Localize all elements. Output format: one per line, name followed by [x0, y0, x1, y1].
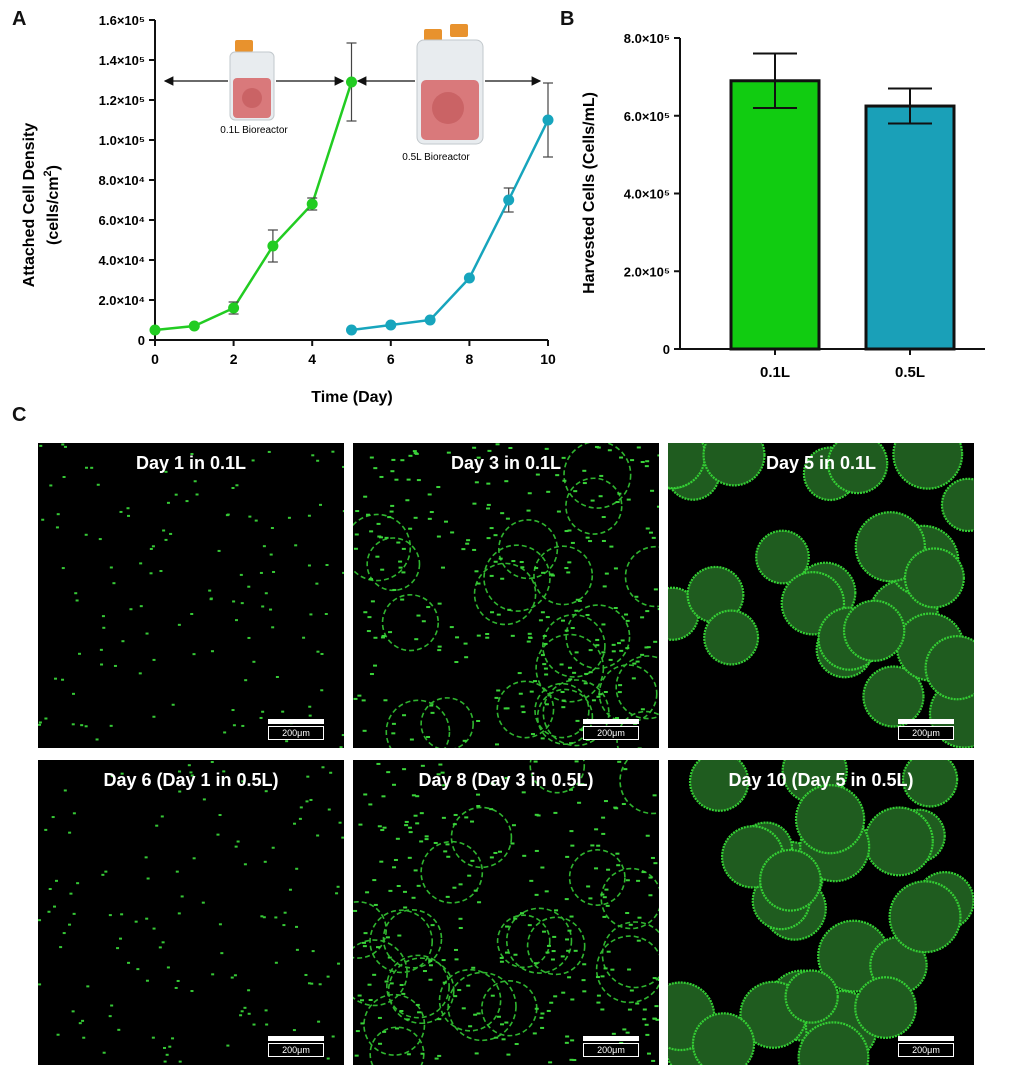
y-axis-units-base: (cells/cm — [45, 176, 62, 244]
data-point — [346, 324, 357, 336]
bioreactor-illustrations: 0.1L Bioreactor 0.5L Bioreactor — [163, 24, 542, 163]
x-tick-label: 0 — [151, 351, 159, 367]
panel-label-c: C — [12, 404, 27, 426]
micrograph-panel: Day 10 (Day 5 in 0.5L) 200μm — [668, 760, 974, 1065]
y-tick-label: 1.2×10⁵ — [99, 93, 145, 108]
bar-y-tick-label: 0 — [663, 342, 670, 357]
micrograph-texture — [668, 760, 974, 1065]
y-tick-label: 4.0×10⁴ — [98, 253, 145, 268]
scale-bar-label: 200μm — [268, 726, 324, 740]
micrograph-panel: Day 6 (Day 1 in 0.5L) 200μm — [38, 760, 344, 1065]
bar-0.5L — [864, 104, 956, 351]
data-point — [424, 314, 436, 326]
scale-bar-line — [898, 1036, 954, 1041]
data-point — [306, 198, 318, 210]
y-axis-label-line1: Attached Cell Density — [21, 123, 38, 288]
micrograph-caption: Day 8 (Day 3 in 0.5L) — [418, 770, 594, 790]
bar-y-tick-label: 2.0×10⁵ — [624, 264, 670, 279]
scale-bar: 200μm — [268, 1036, 324, 1057]
bar-category-label: 0.5L — [895, 364, 925, 381]
x-tick-label: 4 — [308, 351, 316, 367]
harvest-axes: 0 2.0×10⁵ 4.0×10⁵ 6.0×10⁵ 8.0×10⁵ 0.1L 0.5L — [624, 31, 985, 381]
data-point — [346, 76, 357, 88]
bioreactor-small-icon — [229, 40, 275, 121]
scale-bar-label: 200μm — [898, 1043, 954, 1057]
micrograph-caption: Day 1 in 0.1L — [135, 453, 247, 473]
data-point — [149, 324, 161, 336]
x-tick-label: 2 — [230, 351, 238, 367]
y-axis-units-sup: 2 — [42, 170, 54, 176]
micrograph-texture — [353, 443, 659, 748]
y-axis-units-close: ) — [45, 165, 62, 170]
label-small-bioreactor: 0.1L Bioreactor — [220, 125, 288, 136]
micrograph-caption: Day 3 in 0.1L — [450, 453, 562, 473]
bar-y-tick-label: 8.0×10⁵ — [624, 31, 670, 46]
micrograph-texture — [668, 443, 974, 748]
micrograph-panel: Day 1 in 0.1L 200μm — [38, 443, 344, 748]
bar-y-axis-label: Harvested Cells (Cells/mL) — [581, 92, 598, 294]
micrograph-panel: Day 3 in 0.1L 200μm — [353, 443, 659, 748]
scale-bar: 200μm — [583, 719, 639, 740]
y-tick-label: 2.0×10⁴ — [98, 293, 145, 308]
x-axis-label: Time (Day) — [311, 389, 393, 406]
micrograph-texture — [353, 760, 659, 1065]
data-point — [503, 194, 515, 206]
data-point — [542, 114, 554, 126]
harvest-bars — [729, 52, 956, 351]
x-tick-label: 8 — [466, 351, 474, 367]
x-tick-label: 6 — [387, 351, 395, 367]
growth-curve-series — [149, 42, 554, 336]
y-tick-label: 6.0×10⁴ — [98, 213, 145, 228]
bar-y-tick-label: 4.0×10⁵ — [624, 187, 670, 202]
data-point — [188, 320, 200, 332]
series-line-1 — [351, 119, 550, 332]
micrograph-panel: Day 5 in 0.1L 200μm — [668, 443, 974, 748]
series-line-0 — [154, 81, 353, 332]
scale-bar-line — [898, 719, 954, 724]
growth-curve-chart: 0 2.0×10⁴ 4.0×10⁴ 6.0×10⁴ 8.0×10⁴ 1.0×10⁵ 1.2×… — [21, 13, 556, 406]
data-point — [228, 302, 240, 314]
scale-bar: 200μm — [268, 719, 324, 740]
growth-curve-axes: 0 2.0×10⁴ 4.0×10⁴ 6.0×10⁴ 8.0×10⁴ 1.0×10⁵ 1.2×… — [98, 13, 556, 367]
scale-bar-label: 200μm — [898, 726, 954, 740]
micrograph-caption: Day 10 (Day 5 in 0.5L) — [728, 770, 914, 790]
scale-bar-label: 200μm — [583, 726, 639, 740]
harvest-bar-chart: 0 2.0×10⁵ 4.0×10⁵ 6.0×10⁵ 8.0×10⁵ 0.1L 0.5L Ha… — [581, 31, 985, 381]
bar-y-tick-label: 6.0×10⁵ — [624, 109, 670, 124]
bar-0.1L — [729, 79, 821, 351]
y-tick-label: 1.6×10⁵ — [99, 13, 145, 28]
micrograph-caption: Day 5 in 0.1L — [765, 453, 877, 473]
panel-label-b: B — [560, 8, 575, 30]
scale-bar-label: 200μm — [583, 1043, 639, 1057]
label-large-bioreactor: 0.5L Bioreactor — [402, 152, 470, 163]
micrograph-panel: Day 8 (Day 3 in 0.5L) 200μm — [353, 760, 659, 1065]
scale-bar-line — [583, 1036, 639, 1041]
bar-category-label: 0.1L — [760, 364, 790, 381]
panel-label-a: A — [12, 8, 27, 30]
data-point — [463, 272, 475, 284]
scale-bar-line — [268, 1036, 324, 1041]
scale-bar: 200μm — [583, 1036, 639, 1057]
y-tick-label: 0 — [138, 333, 145, 348]
y-tick-label: 1.4×10⁵ — [99, 53, 145, 68]
x-tick-label: 10 — [540, 351, 556, 367]
y-tick-label: 8.0×10⁴ — [98, 173, 145, 188]
y-axis-label-units: (cells/cm2) — [42, 165, 62, 245]
scale-bar-line — [583, 719, 639, 724]
scale-bar-label: 200μm — [268, 1043, 324, 1057]
y-axis-label: Attached Cell Density — [21, 123, 38, 288]
scale-bar-line — [268, 719, 324, 724]
scale-bar: 200μm — [898, 1036, 954, 1057]
micrograph-caption: Day 6 (Day 1 in 0.5L) — [103, 770, 279, 790]
micrograph-texture — [38, 443, 344, 748]
data-point — [267, 240, 279, 252]
y-tick-label: 1.0×10⁵ — [99, 133, 145, 148]
micrograph-texture — [38, 760, 344, 1063]
scale-bar: 200μm — [898, 719, 954, 740]
bioreactor-large-icon — [416, 24, 484, 145]
data-point — [385, 319, 397, 331]
